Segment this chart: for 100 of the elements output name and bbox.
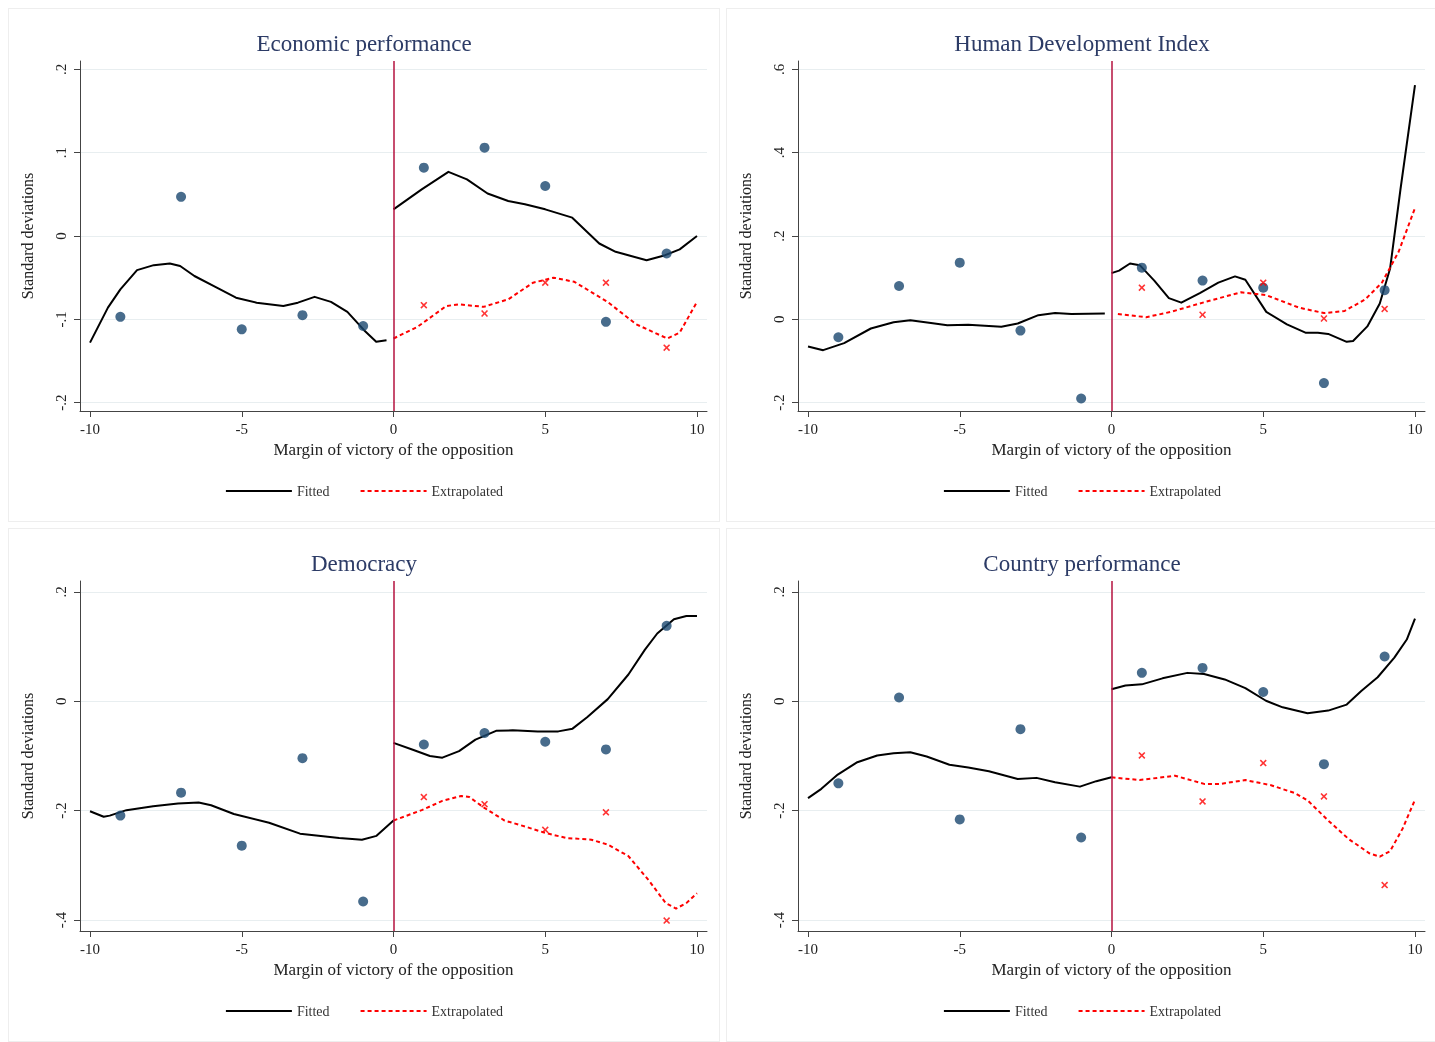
x-tick-label: 0: [389, 420, 398, 437]
point: [1320, 792, 1328, 800]
point: [894, 281, 905, 291]
y-axis-title: Standard deviations: [736, 172, 754, 300]
y-tick-label: 0: [770, 697, 787, 706]
point: [540, 181, 551, 191]
point: [1318, 378, 1329, 389]
x-axis-title: Margin of victory of the opposition: [991, 440, 1232, 459]
point: [1320, 315, 1328, 322]
point: [541, 826, 549, 834]
chart-title: Human Development Index: [954, 31, 1211, 56]
x-tick-label: -5: [953, 420, 967, 437]
point: [418, 739, 429, 750]
point: [236, 840, 247, 851]
x-tick-label: 0: [1107, 420, 1116, 437]
y-tick-label: .1: [52, 147, 69, 159]
line-series: [392, 170, 698, 262]
point: [1381, 881, 1389, 889]
point: [541, 279, 549, 287]
point: [1076, 832, 1087, 843]
point: [1197, 275, 1208, 286]
point: [297, 753, 308, 764]
y-tick-label: 0: [770, 315, 787, 324]
point: [1199, 311, 1207, 319]
line-series: [1110, 617, 1416, 715]
point: [661, 620, 672, 631]
y-tick-label: .2: [52, 63, 69, 75]
chart-title: Economic performance: [256, 31, 472, 56]
x-tick-label: -5: [235, 940, 249, 957]
point: [1259, 279, 1267, 287]
x-axis-title: Margin of victory of the opposition: [991, 960, 1232, 979]
legend-label: Extrapolated: [1149, 483, 1222, 499]
point: [115, 810, 126, 821]
y-axis-title: Standard deviations: [18, 692, 36, 820]
x-tick-label: 5: [1259, 420, 1267, 437]
point: [1199, 797, 1207, 805]
point: [1076, 393, 1087, 404]
x-tick-label: 0: [1107, 940, 1116, 957]
point: [1258, 687, 1269, 698]
point: [954, 257, 965, 268]
chart-title: Country performance: [983, 551, 1181, 576]
legend-label: Extrapolated: [431, 483, 504, 499]
point: [833, 778, 844, 789]
point: [602, 279, 610, 287]
x-tick-label: -10: [80, 420, 101, 437]
point: [1379, 651, 1390, 662]
point: [1138, 751, 1146, 759]
y-tick-label: -.4: [770, 911, 787, 929]
point: [1379, 285, 1390, 296]
line-series: [1110, 84, 1416, 343]
y-tick-label: .4: [770, 146, 787, 159]
line-series: [89, 801, 395, 841]
legend-label: Fitted: [296, 1003, 330, 1019]
point: [1136, 262, 1147, 273]
line-series: [807, 312, 1106, 352]
point: [1015, 724, 1026, 735]
y-tick-label: 0: [52, 232, 69, 240]
x-tick-label: 0: [389, 940, 398, 957]
x-tick-label: 10: [1407, 940, 1423, 957]
point: [1015, 325, 1026, 336]
point: [600, 744, 611, 755]
x-tick-label: 10: [689, 420, 705, 437]
point: [894, 692, 905, 703]
x-axis-title: Margin of victory of the opposition: [273, 960, 514, 979]
y-tick-label: .2: [52, 586, 69, 598]
point: [418, 162, 429, 173]
point: [479, 728, 490, 739]
x-tick-label: 5: [541, 940, 549, 957]
point: [420, 301, 428, 309]
line-series: [89, 262, 388, 344]
x-tick-label: -10: [798, 940, 819, 957]
point: [479, 142, 490, 153]
point: [1259, 759, 1267, 767]
point: [176, 787, 187, 798]
point: [540, 736, 551, 747]
point: [1138, 284, 1146, 292]
y-axis-title: Standard deviations: [18, 172, 36, 300]
y-tick-label: .6: [770, 63, 787, 75]
point: [481, 310, 489, 317]
legend-label: Extrapolated: [431, 1003, 504, 1019]
x-tick-label: -5: [235, 420, 249, 437]
y-tick-label: -.1: [52, 311, 69, 328]
x-tick-label: 5: [541, 420, 549, 437]
point: [481, 800, 489, 808]
point: [833, 332, 844, 343]
line-series: [807, 751, 1113, 800]
y-axis-title: Standard deviations: [736, 692, 754, 820]
line-series: [1110, 774, 1416, 858]
line-series: [392, 794, 698, 910]
line-series: [392, 276, 698, 340]
line-series: [392, 615, 698, 759]
point: [358, 896, 369, 907]
point: [1318, 759, 1329, 770]
y-tick-label: -.2: [52, 394, 69, 411]
point: [600, 316, 611, 327]
point: [1381, 305, 1389, 313]
point: [358, 321, 369, 331]
point: [176, 191, 187, 202]
y-tick-label: .2: [770, 586, 787, 598]
point: [236, 324, 247, 335]
